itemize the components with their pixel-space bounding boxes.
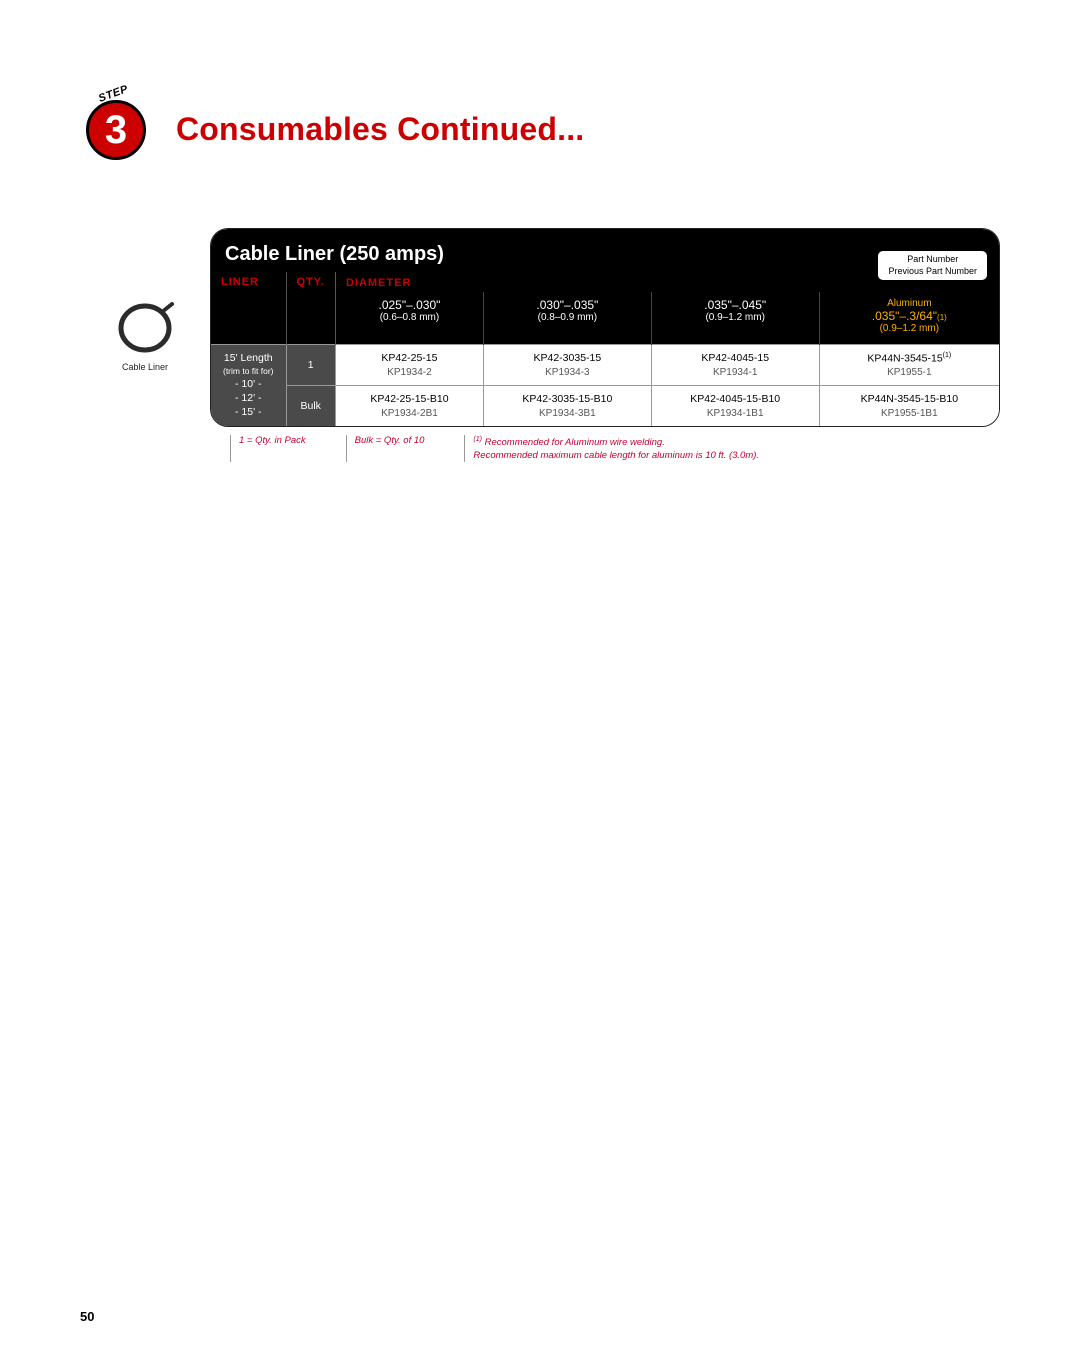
step-circle: 3	[86, 100, 146, 160]
col-header-liner: LINER	[211, 272, 286, 292]
qty-cell: Bulk	[286, 386, 335, 426]
cell: KP42-4045-15KP1934-1	[651, 345, 819, 386]
footnotes: 1 = Qty. in Pack Bulk = Qty. of 10 (1) R…	[210, 435, 1000, 463]
cell: KP42-25-15-B10KP1934-2B1	[335, 386, 483, 426]
illustration-column: Cable Liner	[80, 228, 210, 372]
footnote-2: Bulk = Qty. of 10	[346, 435, 425, 463]
page-number: 50	[80, 1309, 94, 1324]
footnote-1: 1 = Qty. in Pack	[230, 435, 306, 463]
cell: KP42-4045-15-B10KP1934-1B1	[651, 386, 819, 426]
table-wrapper: Part Number Previous Part Number Cable L…	[210, 228, 1000, 462]
dia-col-0: .025"–.030" (0.6–0.8 mm)	[335, 292, 483, 345]
step-number: 3	[105, 110, 127, 150]
cell: KP44N-3545-15(1)KP1955-1	[819, 345, 999, 386]
illustration-caption: Cable Liner	[80, 362, 210, 372]
col-header-qty: QTY.	[286, 272, 335, 292]
liner-length-cell: 15' Length (trim to fit for) - 10' - - 1…	[211, 345, 286, 426]
dia-col-1: .030"–.035" (0.8–0.9 mm)	[483, 292, 651, 345]
cell: KP42-25-15KP1934-2	[335, 345, 483, 386]
cell: KP42-3035-15-B10KP1934-3B1	[483, 386, 651, 426]
table-row: Bulk KP42-25-15-B10KP1934-2B1 KP42-3035-…	[211, 386, 999, 426]
step-badge: STEP 3	[80, 90, 158, 168]
part-number-legend: Part Number Previous Part Number	[877, 250, 988, 281]
page-title: Consumables Continued...	[176, 111, 584, 148]
cable-liner-icon	[116, 298, 174, 356]
table-row: 15' Length (trim to fit for) - 10' - - 1…	[211, 345, 999, 386]
cell: KP44N-3545-15-B10KP1955-1B1	[819, 386, 999, 426]
legend-bottom: Previous Part Number	[888, 266, 977, 278]
dia-col-2: .035"–.045" (0.9–1.2 mm)	[651, 292, 819, 345]
page-header: STEP 3 Consumables Continued...	[80, 90, 1000, 168]
cell: KP42-3035-15KP1934-3	[483, 345, 651, 386]
footnote-3: (1) Recommended for Aluminum wire weldin…	[464, 435, 759, 463]
qty-cell: 1	[286, 345, 335, 386]
diameter-subheader-row: .025"–.030" (0.6–0.8 mm) .030"–.035" (0.…	[211, 292, 999, 345]
table-title: Cable Liner (250 amps)	[225, 243, 444, 265]
dia-col-3-aluminum: Aluminum .035"–.3/64"(1) (0.9–1.2 mm)	[819, 292, 999, 345]
legend-top: Part Number	[888, 254, 977, 266]
